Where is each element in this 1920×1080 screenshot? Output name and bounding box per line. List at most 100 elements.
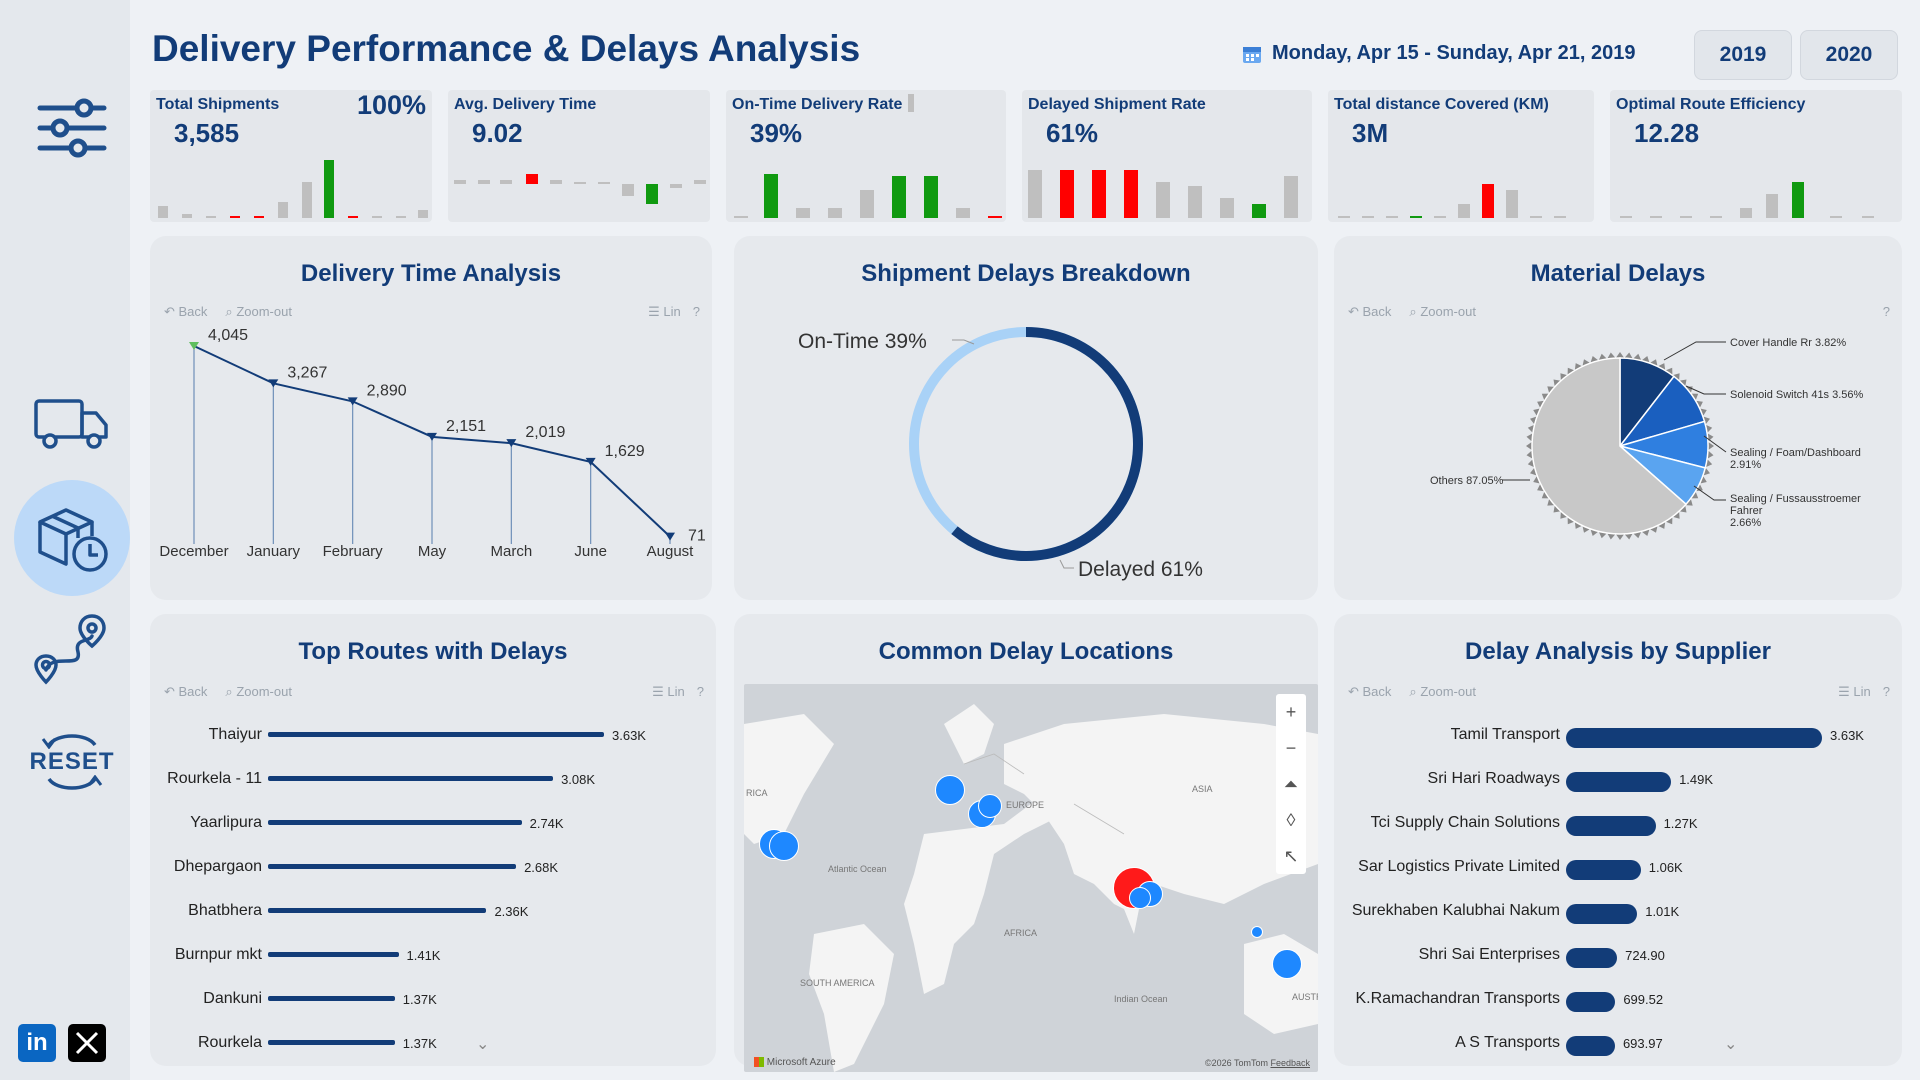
route-row[interactable]: Burnpur mkt 1.41K bbox=[150, 946, 710, 968]
slice-label: Solenoid Switch 41s 3.56% bbox=[1730, 389, 1864, 401]
route-bar bbox=[268, 732, 604, 737]
route-label: Dankuni bbox=[203, 990, 262, 1007]
zoom-in-button[interactable]: + bbox=[1285, 701, 1297, 722]
kpi-route-efficiency[interactable]: Optimal Route Efficiency 12.28 bbox=[1610, 90, 1902, 222]
reset-button[interactable]: RESET bbox=[14, 720, 130, 804]
route-pin-icon[interactable] bbox=[14, 612, 130, 692]
slice-label: Delayed 61% bbox=[1078, 558, 1203, 581]
route-row[interactable]: Dankuni 1.37K bbox=[150, 990, 710, 1012]
help-icon[interactable]: ? bbox=[692, 304, 700, 319]
zoom-out-button[interactable]: ⌕ Zoom-out bbox=[1409, 684, 1476, 699]
delivery-time-card: Delivery Time Analysis ↶ Back ⌕ Zoom-out… bbox=[150, 236, 712, 600]
supplier-value: 1.01K bbox=[1645, 904, 1680, 919]
supplier-row[interactable]: A S Transports 693.97 bbox=[1334, 1034, 1894, 1056]
kpi-label: Total Shipments bbox=[156, 96, 280, 113]
supplier-row[interactable]: Surekhaben Kalubhai Nakum 1.01K bbox=[1334, 902, 1894, 924]
calendar-icon bbox=[1243, 46, 1261, 63]
supplier-bar bbox=[1566, 904, 1638, 924]
supplier-bar bbox=[1566, 860, 1641, 880]
date-range-filter[interactable]: Monday, Apr 15 - Sunday, Apr 21, 2019 bbox=[1242, 42, 1635, 65]
filter-sliders-icon[interactable] bbox=[14, 90, 130, 166]
help-icon[interactable]: ? bbox=[696, 684, 704, 699]
card-title: Common Delay Locations bbox=[878, 638, 1174, 665]
scroll-down-icon[interactable]: ⌄ bbox=[1724, 1036, 1738, 1053]
route-value: 3.63K bbox=[612, 728, 646, 743]
supplier-row[interactable]: Shri Sai Enterprises 724.90 bbox=[1334, 946, 1894, 968]
data-label: 3,267 bbox=[287, 364, 327, 381]
supplier-value: 699.52 bbox=[1623, 992, 1664, 1007]
supplier-row[interactable]: Tamil Transport 3.63K bbox=[1334, 726, 1894, 748]
lin-button[interactable]: ☰ Lin bbox=[648, 304, 681, 319]
x-twitter-icon[interactable] bbox=[68, 1024, 106, 1062]
supplier-row[interactable]: Sar Logistics Private Limited 1.06K bbox=[1334, 858, 1894, 880]
zoom-out-button[interactable]: ⌕ Zoom-out bbox=[1409, 304, 1476, 319]
supplier-value: 724.90 bbox=[1625, 948, 1665, 963]
zoom-out-button[interactable]: ⌕ Zoom-out bbox=[225, 684, 292, 699]
kpi-on-time-rate[interactable]: On-Time Delivery Rate 39% bbox=[726, 90, 1006, 222]
delay-location-bubble[interactable] bbox=[978, 794, 1002, 818]
truck-icon[interactable] bbox=[14, 388, 130, 458]
help-icon[interactable]: ? bbox=[1882, 304, 1890, 319]
kpi-total-distance[interactable]: Total distance Covered (KM) 3M bbox=[1328, 90, 1594, 222]
route-value: 3.08K bbox=[561, 772, 596, 787]
help-icon[interactable]: ? bbox=[1882, 684, 1890, 699]
supplier-bar bbox=[1566, 816, 1656, 836]
supplier-row[interactable]: Sri Hari Roadways 1.49K bbox=[1334, 770, 1894, 792]
x-tick-label: December bbox=[159, 543, 228, 560]
map-attribution: Microsoft Azure bbox=[754, 1057, 836, 1068]
delay-location-bubble[interactable] bbox=[1251, 926, 1263, 938]
package-clock-icon[interactable] bbox=[14, 500, 130, 576]
year-2019-button[interactable]: 2019 bbox=[1694, 30, 1792, 80]
route-row[interactable]: Bhatbhera 2.36K bbox=[150, 902, 710, 924]
kpi-avg-delivery-time[interactable]: Avg. Delivery Time 9.02 bbox=[448, 90, 710, 222]
year-2020-button[interactable]: 2020 bbox=[1800, 30, 1898, 80]
kpi-sparkline bbox=[1620, 182, 1874, 218]
route-label: Thaiyur bbox=[208, 726, 262, 743]
delay-location-bubble[interactable] bbox=[935, 775, 965, 805]
delay-location-bubble[interactable] bbox=[769, 831, 799, 861]
zoom-out-button[interactable]: ⌕ Zoom-out bbox=[225, 304, 292, 319]
route-bar bbox=[268, 864, 517, 869]
slice-label: Sealing / Foam/Dashboard bbox=[1730, 447, 1861, 459]
back-button[interactable]: ↶ Back bbox=[164, 304, 208, 319]
supplier-row[interactable]: K.Ramachandran Transports 699.52 bbox=[1334, 990, 1894, 1012]
feedback-link[interactable]: Feedback bbox=[1270, 1058, 1310, 1068]
kpi-label: On-Time Delivery Rate bbox=[732, 96, 903, 113]
route-row[interactable]: Rourkela - 11 3.08K bbox=[150, 770, 710, 792]
slice-label: 2.66% bbox=[1730, 517, 1761, 529]
compass-icon[interactable]: ◊ bbox=[1286, 809, 1296, 830]
route-row[interactable]: Dhepargaon 2.68K bbox=[150, 858, 710, 880]
route-row[interactable]: Thaiyur 3.63K bbox=[150, 726, 710, 748]
lin-button[interactable]: ☰ Lin bbox=[652, 684, 685, 699]
delay-location-bubble[interactable] bbox=[1129, 887, 1151, 909]
map-region-label: SOUTH AMERICA bbox=[800, 978, 875, 988]
select-icon[interactable]: ↖ bbox=[1283, 845, 1299, 866]
back-button[interactable]: ↶ Back bbox=[164, 684, 208, 699]
kpi-delayed-rate[interactable]: Delayed Shipment Rate 61% bbox=[1022, 90, 1312, 222]
tilt-icon[interactable]: ⏶ bbox=[1283, 773, 1299, 794]
delay-locations-card: Common Delay Locations RICA EUROPE ASIA Atl… bbox=[734, 614, 1318, 1072]
lin-button[interactable]: ☰ Lin bbox=[1838, 684, 1871, 699]
scroll-down-icon[interactable]: ⌄ bbox=[476, 1036, 490, 1053]
delivery-time-line-chart: 4,045 December 3,267 January 2,890 February 2,… bbox=[159, 327, 706, 560]
material-delays-card: Material Delays ↶ Back ⌕ Zoom-out ? Cove… bbox=[1334, 236, 1902, 600]
delay-map[interactable]: RICA EUROPE ASIA Atlantic Ocean AFRICA SOUTH … bbox=[744, 684, 1318, 1072]
delay-location-bubble[interactable] bbox=[1272, 949, 1302, 979]
map-region-label: RICA bbox=[746, 788, 768, 798]
route-bar bbox=[268, 908, 487, 913]
back-button[interactable]: ↶ Back bbox=[1348, 304, 1392, 319]
supplier-value: 1.49K bbox=[1679, 772, 1714, 787]
route-value: 2.36K bbox=[494, 904, 529, 919]
supplier-row[interactable]: Tci Supply Chain Solutions 1.27K bbox=[1334, 814, 1894, 836]
zoom-out-map-button[interactable]: − bbox=[1285, 737, 1297, 758]
route-row[interactable]: Rourkela 1.37K bbox=[150, 1034, 710, 1056]
linkedin-icon[interactable]: in bbox=[18, 1024, 56, 1062]
back-button[interactable]: ↶ Back bbox=[1348, 684, 1392, 699]
data-label: 2,151 bbox=[446, 418, 486, 435]
kpi-total-shipments[interactable]: Total Shipments 3,585 100% bbox=[150, 90, 432, 222]
leader-line bbox=[1703, 435, 1727, 453]
route-row[interactable]: Yaarlipura 2.74K bbox=[150, 814, 710, 836]
data-point bbox=[189, 342, 199, 350]
route-label: Rourkela - 11 bbox=[167, 770, 262, 787]
data-point bbox=[585, 457, 596, 466]
